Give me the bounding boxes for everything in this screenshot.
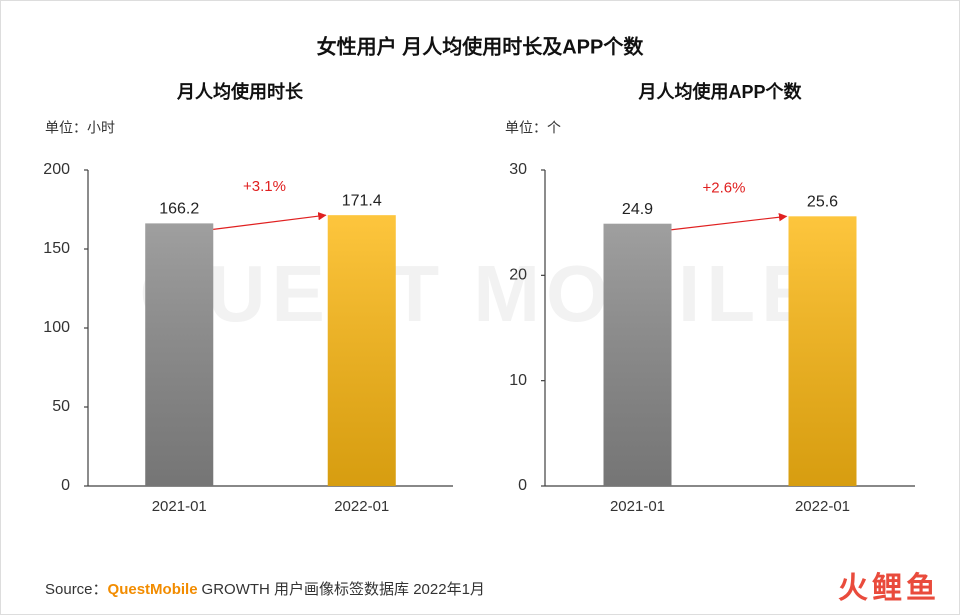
unit-label: 单位：小时 xyxy=(45,120,115,136)
value-label: 25.6 xyxy=(807,194,838,211)
y-tick-label: 150 xyxy=(43,240,70,257)
bar-shade xyxy=(788,216,857,486)
chart-title: 月人均使用时长 xyxy=(176,81,304,102)
x-tick-label: 2022-01 xyxy=(795,498,850,515)
chart-title: 月人均使用APP个数 xyxy=(637,81,802,102)
source-text: GROWTH 用户画像标签数据库 2022年1月 xyxy=(202,581,485,598)
change-label: +3.1% xyxy=(243,178,286,195)
y-tick-label: 10 xyxy=(509,372,527,389)
source-brand: QuestMobile xyxy=(108,581,198,598)
unit-label: 单位：个 xyxy=(505,120,561,136)
x-tick-label: 2022-01 xyxy=(334,498,389,515)
logo: 火鲤鱼 xyxy=(838,571,940,605)
y-tick-label: 0 xyxy=(61,477,70,494)
change-arrow xyxy=(671,213,788,231)
page-title: 女性用户 月人均使用时长及APP个数 xyxy=(317,34,645,58)
change-arrow xyxy=(213,211,327,230)
value-label: 24.9 xyxy=(622,201,653,218)
value-label: 171.4 xyxy=(342,192,382,209)
value-label: 166.2 xyxy=(159,201,199,218)
y-tick-label: 20 xyxy=(509,267,527,284)
bar-shade xyxy=(603,223,672,486)
x-tick-label: 2021-01 xyxy=(152,498,207,515)
watermark: QUEST MOBILE xyxy=(140,249,821,338)
y-tick-label: 0 xyxy=(518,477,527,494)
y-tick-label: 50 xyxy=(52,398,70,415)
bar-shade xyxy=(145,223,214,487)
source: Source：QuestMobile GROWTH 用户画像标签数据库 2022年… xyxy=(45,581,485,598)
change-label: +2.6% xyxy=(703,179,746,196)
y-tick-label: 200 xyxy=(43,161,70,178)
source-label: Source： xyxy=(45,581,108,598)
y-tick-label: 100 xyxy=(43,319,70,336)
bar-shade xyxy=(327,215,396,487)
y-tick-label: 30 xyxy=(509,161,527,178)
x-tick-label: 2021-01 xyxy=(610,498,665,515)
